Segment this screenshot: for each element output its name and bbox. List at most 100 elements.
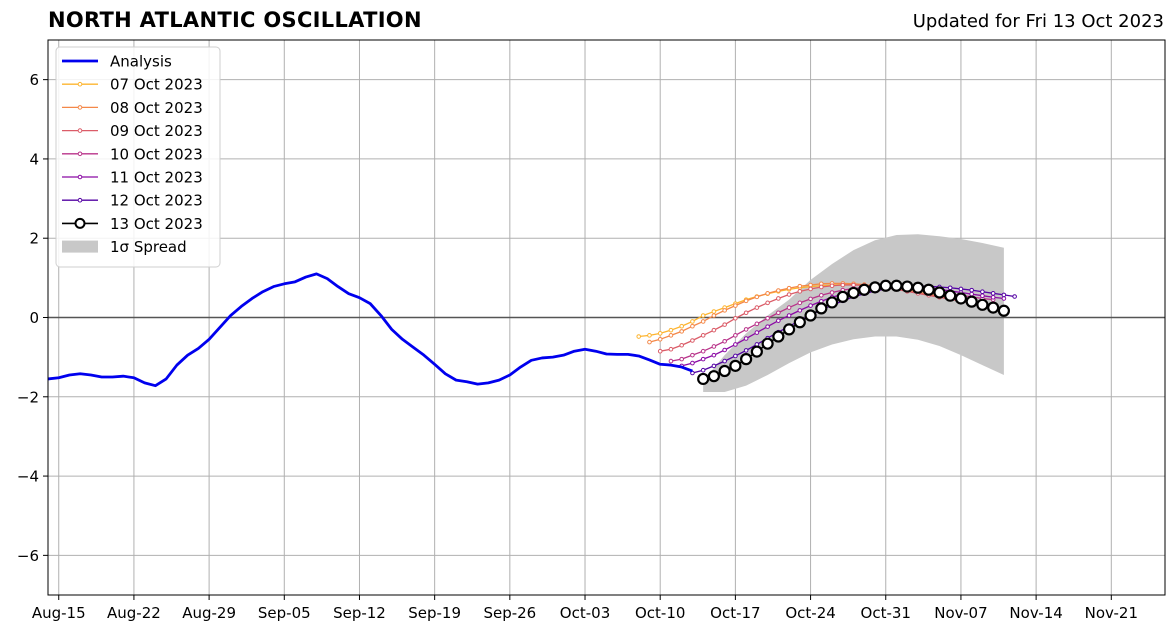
forecast-point xyxy=(944,289,957,302)
forecast-point xyxy=(1012,294,1017,299)
y-tick-label: −6 xyxy=(17,547,39,565)
forecast-point xyxy=(793,316,806,329)
forecast-point xyxy=(765,324,770,329)
forecast-point xyxy=(765,291,770,296)
x-tick-label: Aug-29 xyxy=(182,604,236,622)
legend-label: 13 Oct 2023 xyxy=(110,215,203,233)
forecast-point xyxy=(700,319,706,324)
legend-marker xyxy=(77,128,83,133)
x-axis: Aug-15 Aug-22 Aug-29 Sep-05 Sep-12 Sep-19 Sep-… xyxy=(32,595,1138,622)
forecast-point xyxy=(690,319,695,324)
forecast-point xyxy=(743,327,749,332)
forecast-point xyxy=(679,342,684,348)
spread-area xyxy=(703,234,1004,393)
forecast-point xyxy=(819,293,824,298)
forecast-point xyxy=(761,337,774,350)
forecast-point xyxy=(743,348,749,353)
forecast-point xyxy=(700,356,706,362)
forecast-point xyxy=(722,338,727,344)
forecast-point xyxy=(765,300,770,306)
forecast-point xyxy=(954,292,968,305)
x-tick-label: Oct-17 xyxy=(710,604,760,622)
legend-label: Analysis xyxy=(110,53,172,71)
forecast-point xyxy=(647,333,652,338)
forecast-point xyxy=(990,294,996,300)
legend-label: 08 Oct 2023 xyxy=(110,99,203,117)
legend-marker xyxy=(74,217,86,229)
forecast-point xyxy=(668,333,674,338)
x-tick-label: Nov-07 xyxy=(934,604,987,622)
forecast-point xyxy=(711,313,717,318)
forecast-point xyxy=(711,309,717,314)
forecast-point xyxy=(797,283,803,289)
forecast-point xyxy=(700,313,706,318)
forecast-point xyxy=(668,346,674,352)
legend-entry: 12 Oct 2023 xyxy=(62,192,203,210)
forecast-point xyxy=(754,321,760,327)
forecast-point xyxy=(718,364,731,378)
forecast-point xyxy=(690,338,695,343)
forecast-point xyxy=(765,315,770,321)
legend-entry: 08 Oct 2023 xyxy=(62,99,203,117)
forecast-point xyxy=(754,294,760,300)
forecast-point xyxy=(969,291,974,297)
forecast-point xyxy=(679,329,684,334)
chart-title: NORTH ATLANTIC OSCILLATION xyxy=(48,8,422,32)
forecast-point xyxy=(808,286,813,292)
legend-marker xyxy=(77,105,83,110)
forecast-point xyxy=(690,352,695,358)
forecast-point xyxy=(990,291,996,296)
legend-swatch xyxy=(62,240,98,253)
forecast-point xyxy=(840,282,846,288)
chart-subtitle: Updated for Fri 13 Oct 2023 xyxy=(912,11,1164,32)
forecast-point xyxy=(958,286,964,292)
y-tick-label: 4 xyxy=(29,150,39,168)
x-tick-label: Nov-14 xyxy=(1009,604,1062,622)
forecast-point xyxy=(1001,292,1007,298)
forecast-point xyxy=(825,296,839,309)
legend-entry: Analysis xyxy=(62,53,172,71)
forecast-point xyxy=(851,282,856,288)
legend-label: 09 Oct 2023 xyxy=(110,122,203,140)
forecast-point xyxy=(729,359,742,372)
forecast-point xyxy=(836,290,849,303)
legend-box xyxy=(55,46,221,268)
y-tick-label: 6 xyxy=(29,71,39,89)
legend-entry: 10 Oct 2023 xyxy=(62,145,203,163)
analysis-line xyxy=(47,272,693,388)
forecast-point xyxy=(722,347,727,353)
forecast-point xyxy=(804,309,817,322)
legend-entry: 09 Oct 2023 xyxy=(62,122,203,140)
forecast-point xyxy=(740,353,753,366)
forecast-point xyxy=(772,330,785,343)
forecast-point xyxy=(997,304,1010,317)
x-tick-label: Aug-15 xyxy=(32,604,86,622)
y-axis: −6 −4 −2 0 2 4 6 xyxy=(17,71,48,565)
forecast-point xyxy=(980,293,985,298)
legend-label: 11 Oct 2023 xyxy=(110,169,203,187)
forecast-point xyxy=(711,344,717,349)
forecast-point xyxy=(890,279,903,292)
forecast-point xyxy=(808,282,813,288)
y-tick-label: 0 xyxy=(29,309,39,327)
forecast-point xyxy=(697,372,710,386)
forecast-point xyxy=(679,323,684,329)
forecast-point xyxy=(868,281,882,294)
legend-marker xyxy=(77,81,83,87)
forecast-point xyxy=(786,285,792,291)
x-tick-label: Oct-31 xyxy=(861,604,911,622)
forecast-point xyxy=(668,358,674,364)
forecast-point xyxy=(711,327,717,333)
x-tick-label: Oct-24 xyxy=(785,604,835,622)
forecast-point xyxy=(733,353,738,359)
forecast-point xyxy=(819,284,824,290)
forecast-point xyxy=(797,308,803,313)
legend-entry: 13 Oct 2023 xyxy=(62,215,203,233)
forecast-point xyxy=(750,345,763,358)
forecast-point xyxy=(829,290,835,295)
forecast-point xyxy=(733,315,738,321)
legend-label: 1σ Spread xyxy=(110,238,187,256)
forecast-point xyxy=(815,302,828,315)
forecast-point xyxy=(858,283,871,296)
